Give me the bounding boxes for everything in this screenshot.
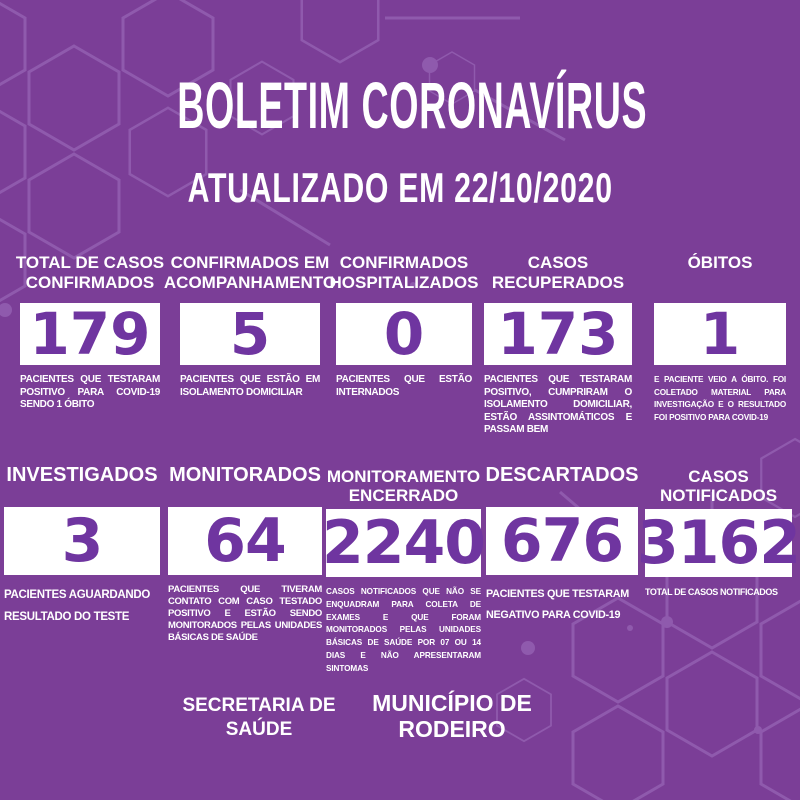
stat-value-box: 64 xyxy=(168,507,322,575)
stat-value-box: 1 xyxy=(654,303,786,365)
stat-label: DESCARTADOS xyxy=(485,464,639,486)
footer-municipality: MUNICÍPIO DE RODEIRO xyxy=(372,690,532,742)
stat-value: 0 xyxy=(383,300,425,368)
stat-description: PACIENTES QUE TIVERAM CONTATO COM CASO T… xyxy=(168,584,322,643)
stat-value-box: 676 xyxy=(486,507,638,575)
stat-label: MONITORADOS xyxy=(169,464,321,486)
stat-value-box: 5 xyxy=(180,303,320,365)
stat-card-total-de-casos-confirmados: TOTAL DE CASOS CONFIRMADOS 179 PACIENTES… xyxy=(16,253,164,412)
stat-label: CONFIRMADOS EM ACOMPANHAMENTO xyxy=(163,253,337,292)
stat-value: 5 xyxy=(229,300,271,368)
stat-card-casos-recuperados: CASOS RECUPERADOS 173 PACIENTES QUE TEST… xyxy=(484,253,632,437)
stat-value: 64 xyxy=(204,506,286,576)
stat-value-box: 173 xyxy=(484,303,632,365)
stat-label: CONFIRMADOS HOSPITALIZADOS xyxy=(329,253,479,292)
stat-value-box: 0 xyxy=(336,303,472,365)
stat-description: PACIENTES QUE TESTARAM POSITIVO PARA COV… xyxy=(20,374,160,411)
stat-card-obitos: ÓBITOS 1 E PACIENTE VEIO A ÓBITO. FOI CO… xyxy=(654,253,786,424)
updated-date-heading: ATUALIZADO EM 22/10/2020 xyxy=(0,167,800,209)
stat-value: 676 xyxy=(500,506,624,576)
stat-value: 179 xyxy=(29,300,151,368)
page-title-text: BOLETIM CORONAVÍRUS xyxy=(177,68,648,142)
stat-label: CASOS RECUPERADOS xyxy=(491,253,625,292)
stat-label: TOTAL DE CASOS CONFIRMADOS xyxy=(15,253,165,292)
stat-description: PACIENTES QUE TESTARAM NEGATIVO PARA COV… xyxy=(486,588,629,621)
updated-date-text: ATUALIZADO EM 22/10/2020 xyxy=(187,164,613,211)
stat-value: 3162 xyxy=(637,508,800,578)
stat-value-box: 3 xyxy=(4,507,160,575)
stat-value: 1 xyxy=(699,300,741,368)
stat-description: CASOS NOTIFICADOS QUE NÃO SE ENQUADRAM P… xyxy=(326,587,481,673)
stat-value-box: 2240 xyxy=(322,509,486,577)
stat-description: E PACIENTE VEIO A ÓBITO. FOI COLETADO MA… xyxy=(654,375,786,422)
stat-label: INVESTIGADOS xyxy=(6,464,158,486)
footer-department: SECRETARIA DE SAÚDE xyxy=(182,695,336,740)
stat-description: PACIENTES AGUARDANDO RESULTADO DO TESTE xyxy=(4,589,151,623)
stat-card-monitorados: MONITORADOS 64 PACIENTES QUE TIVERAM CON… xyxy=(168,465,322,644)
stat-value: 3 xyxy=(61,506,104,576)
stat-card-descartados: DESCARTADOS 676 PACIENTES QUE TESTARAM N… xyxy=(486,465,639,626)
stat-description: PACIENTES QUE ESTÃO INTERNADOS xyxy=(336,374,472,398)
stat-card-casos-notificados: CASOS NOTIFICADOS 3162 TOTAL DE CASOS NO… xyxy=(637,465,800,597)
stat-card-investigados: INVESTIGADOS 3 PACIENTES AGUARDANDO RESU… xyxy=(4,465,160,628)
stat-description: PACIENTES QUE TESTARAM POSITIVO, CUMPRIR… xyxy=(484,374,632,436)
stat-label: CASOS NOTIFICADOS xyxy=(659,467,778,505)
stat-card-monitoramento-encerrado: MONITORAMENTO ENCERRADO 2240 CASOS NOTIF… xyxy=(322,465,486,676)
stat-description: TOTAL DE CASOS NOTIFICADOS xyxy=(645,587,778,597)
stat-value: 2240 xyxy=(322,508,486,578)
stat-card-confirmados-hospitalizados: CONFIRMADOS HOSPITALIZADOS 0 PACIENTES Q… xyxy=(330,253,479,399)
stat-label: MONITORAMENTO ENCERRADO xyxy=(326,467,481,505)
stat-value-box: 3162 xyxy=(637,509,800,577)
stat-value: 173 xyxy=(497,300,619,368)
stat-card-confirmados-em-acompanhamento: CONFIRMADOS EM ACOMPANHAMENTO 5 PACIENTE… xyxy=(164,253,336,399)
stat-description: PACIENTES QUE ESTÃO EM ISOLAMENTO DOMICI… xyxy=(180,374,320,398)
stat-value-box: 179 xyxy=(20,303,160,365)
page-title: BOLETIM CORONAVÍRUS xyxy=(0,72,800,138)
stat-label: ÓBITOS xyxy=(687,253,753,272)
